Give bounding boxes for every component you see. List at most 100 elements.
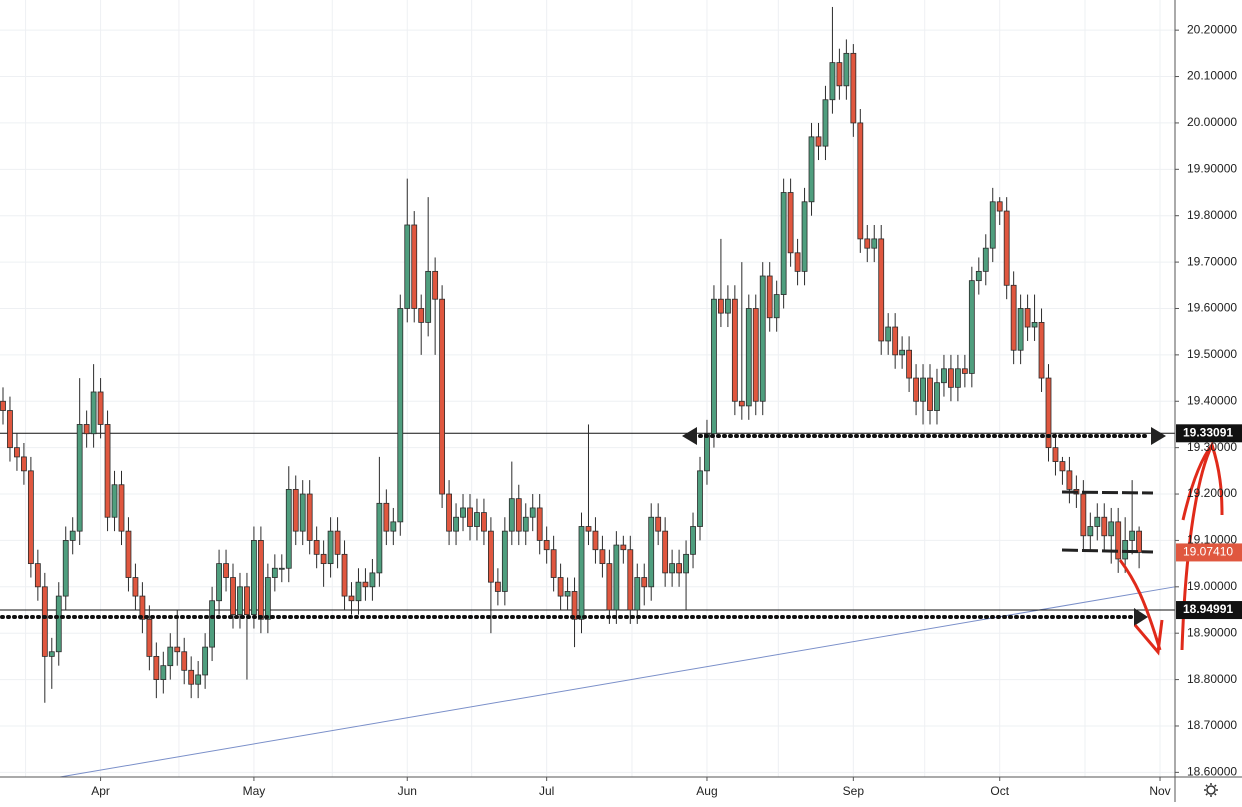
level-badge	[1176, 601, 1242, 620]
candle-body	[515, 498, 522, 532]
candle-body	[1066, 470, 1073, 490]
candle-body	[153, 655, 160, 680]
candle-body	[948, 368, 954, 388]
arrow-head	[682, 427, 697, 445]
candle-body	[843, 52, 850, 87]
candle-body	[223, 563, 229, 578]
level-label: 19.33091	[1183, 425, 1233, 439]
candle-body	[634, 577, 641, 611]
candle-body	[474, 512, 480, 527]
candle-body	[404, 224, 411, 309]
candle-body	[927, 377, 933, 411]
candle-body	[69, 530, 76, 541]
candle-body	[348, 595, 355, 602]
candle-body	[752, 308, 759, 402]
candle-body	[1101, 516, 1108, 537]
candle-body	[1024, 308, 1031, 328]
candle-body	[1129, 530, 1136, 541]
x-tick-label: Aug	[696, 784, 717, 798]
y-tick-label: 19.90000	[1187, 161, 1237, 175]
candle-body	[1115, 521, 1122, 560]
candle-body	[836, 62, 843, 87]
candle-body	[111, 484, 118, 518]
candle-body	[167, 646, 174, 667]
y-tick-label: 19.40000	[1187, 393, 1237, 407]
candle-body	[244, 586, 250, 616]
candle-body	[627, 549, 634, 611]
candle-body	[564, 591, 571, 597]
annotations	[0, 427, 1224, 656]
candle-body	[968, 280, 975, 374]
candle-body	[676, 563, 682, 574]
y-tick-label: 18.90000	[1187, 625, 1237, 639]
dashed-range	[1061, 490, 1154, 495]
candle-body	[0, 400, 6, 411]
candle-body	[132, 577, 139, 597]
candle-body	[1052, 447, 1059, 462]
candle-body	[1059, 461, 1066, 472]
candle-body	[1136, 530, 1143, 553]
candle-body	[257, 540, 264, 620]
candle-body	[90, 391, 97, 435]
candle-body	[146, 618, 153, 657]
y-tick-label: 19.60000	[1187, 301, 1237, 315]
level-label: 18.94991	[1183, 602, 1233, 616]
candle-body	[690, 526, 696, 555]
candle-body	[202, 646, 209, 676]
candle-body	[41, 586, 48, 657]
candle-body	[864, 238, 871, 249]
candle-body	[453, 516, 459, 532]
candle-body	[578, 526, 585, 620]
candle-body	[62, 540, 69, 597]
candle-body	[327, 530, 334, 565]
candle-body	[313, 540, 320, 555]
candle-body	[975, 270, 982, 282]
candle-body	[571, 591, 578, 620]
candle-body	[641, 577, 648, 588]
candle-body	[913, 377, 919, 402]
y-tick-label: 19.00000	[1187, 579, 1237, 593]
candle-body	[369, 572, 376, 588]
candle-body	[683, 553, 689, 574]
candle-body	[418, 308, 425, 323]
candle-body	[759, 275, 766, 402]
candle-body	[1017, 308, 1024, 351]
candle-body	[669, 563, 676, 574]
candle-body	[1010, 284, 1017, 351]
candle-body	[251, 540, 257, 616]
gear-teeth	[1204, 783, 1218, 797]
x-tick-label: Nov	[1149, 784, 1170, 798]
candle-body	[822, 99, 829, 147]
candle-body	[7, 410, 13, 449]
candle-body	[376, 502, 383, 574]
y-tick-label: 20.10000	[1187, 69, 1237, 83]
candle-body	[648, 516, 655, 588]
x-tick-label: Oct	[990, 784, 1009, 798]
price-badges: 19.33091 18.94991 19.07410	[1176, 424, 1242, 620]
drawn-arrow-down	[1118, 559, 1164, 656]
candle-body	[104, 424, 111, 518]
candle-body	[195, 674, 202, 685]
candle-body	[885, 326, 892, 342]
candle-body	[355, 581, 362, 602]
x-tick-label: Apr	[91, 784, 110, 798]
gear-center	[1206, 785, 1216, 795]
candle-body	[529, 507, 536, 518]
candle-body	[613, 544, 620, 611]
candle-body	[487, 530, 494, 583]
candle-body	[383, 502, 390, 532]
candle-body	[306, 493, 313, 541]
candle-body	[829, 62, 836, 101]
candle-body	[139, 595, 146, 620]
drawn-arrow-up	[1180, 440, 1224, 651]
candle-body	[174, 646, 181, 653]
candle-body	[160, 665, 167, 680]
candle-body	[606, 563, 613, 611]
candle-body	[557, 577, 564, 597]
candle-body	[982, 247, 989, 272]
candle-body	[550, 549, 557, 578]
candles	[0, 6, 1143, 703]
settings-icon[interactable]	[1204, 783, 1218, 797]
